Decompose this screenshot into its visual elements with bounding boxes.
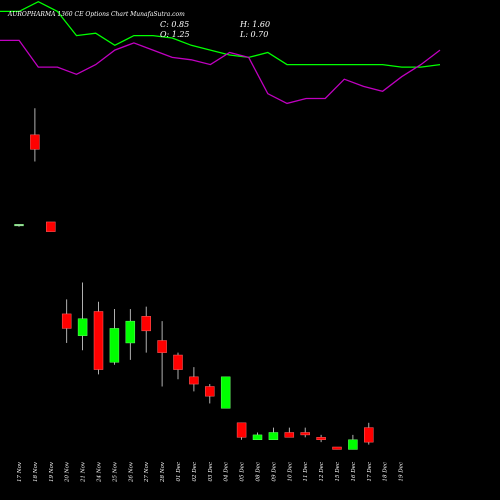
candle-body	[252, 434, 263, 440]
candle-body	[364, 427, 374, 443]
candle-body	[300, 432, 310, 436]
close-value: C: 0.85	[160, 20, 190, 29]
date-tick-label: 17 Dec	[367, 462, 373, 482]
date-tick-label: 19 Dec	[399, 462, 405, 482]
date-tick-label: 26 Nov	[128, 461, 134, 483]
date-tick-label: 17 Nov	[17, 461, 23, 482]
date-tick-label: 08 Dec	[256, 462, 262, 482]
date-tick-label: 20 Nov	[65, 461, 71, 483]
candle-body	[30, 134, 40, 150]
candle-body	[125, 320, 136, 344]
candle-body	[109, 328, 120, 363]
date-tick-label: 28 Nov	[160, 461, 166, 483]
date-tick-label: 27 Nov	[144, 461, 150, 483]
candle-body	[93, 311, 104, 370]
candle-body	[236, 422, 247, 438]
date-tick-label: 19 Nov	[49, 461, 55, 482]
green-series-line	[0, 0, 441, 68]
date-tick-label: 21 Nov	[81, 461, 87, 483]
candle-body	[46, 221, 56, 232]
candle-body	[316, 437, 326, 440]
candle-body	[189, 376, 199, 385]
candle-body	[268, 432, 279, 440]
magenta-series-line	[0, 39, 441, 105]
candle-body	[332, 446, 342, 450]
candle-body	[348, 439, 358, 450]
candle-body	[173, 354, 183, 370]
candle-body	[77, 318, 88, 336]
date-tick-label: 05 Dec	[240, 462, 246, 482]
candle-body	[61, 313, 72, 329]
candle-body	[220, 376, 231, 409]
date-tick-label: 12 Dec	[319, 462, 325, 482]
date-tick-label: 04 Dec	[224, 462, 230, 482]
date-tick-label: 24 Nov	[97, 461, 103, 483]
candle-body	[205, 386, 215, 397]
date-tick-label: 18 Dec	[383, 462, 389, 482]
date-tick-label: 15 Dec	[335, 462, 341, 482]
date-tick-label: 02 Dec	[192, 462, 198, 482]
candle-body	[157, 340, 167, 353]
date-tick-label: 18 Nov	[33, 461, 39, 482]
candle-body	[284, 432, 295, 438]
date-tick-label: 25 Nov	[112, 461, 118, 483]
high-value: H: 1.60	[240, 20, 271, 29]
open-value: O: 1.25	[160, 30, 190, 39]
date-tick-label: 01 Dec	[176, 462, 182, 482]
candle-body	[141, 316, 151, 332]
date-tick-label: 09 Dec	[271, 462, 277, 482]
chart-title: AUROPHARMA 1360 CE Options Chart MunafaS…	[8, 11, 185, 18]
date-tick-label: 11 Dec	[303, 462, 309, 482]
date-tick-label: 10 Dec	[287, 462, 293, 482]
candle-body	[14, 224, 24, 227]
low-value: L: 0.70	[240, 30, 269, 39]
date-tick-label: 03 Dec	[208, 462, 214, 482]
date-tick-label: 16 Dec	[351, 462, 357, 482]
